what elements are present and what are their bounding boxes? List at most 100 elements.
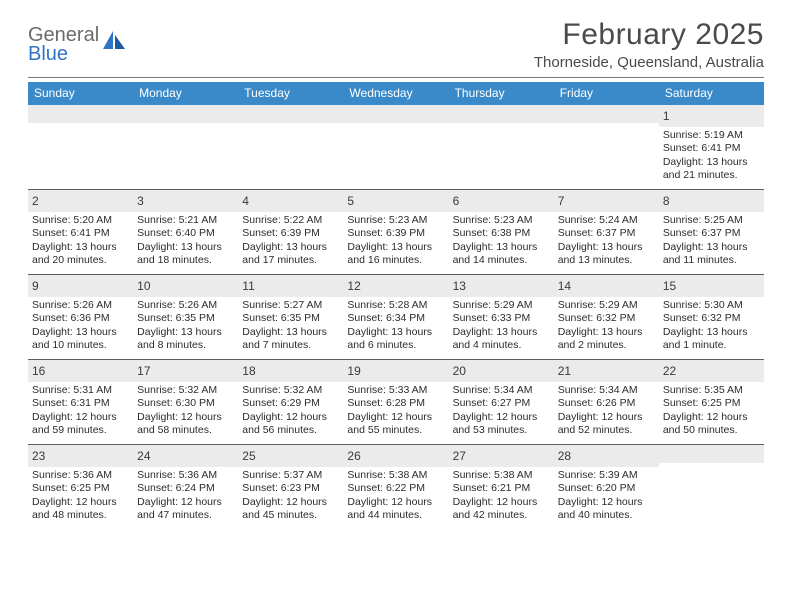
day-number-row	[659, 445, 764, 463]
day-number: 15	[663, 279, 676, 293]
sunset-text: Sunset: 6:24 PM	[137, 482, 234, 495]
sunset-text: Sunset: 6:21 PM	[453, 482, 550, 495]
day-of-week-header: SundayMondayTuesdayWednesdayThursdayFrid…	[28, 82, 764, 105]
sunset-text: Sunset: 6:36 PM	[32, 312, 129, 325]
day-cell: 16Sunrise: 5:31 AMSunset: 6:31 PMDayligh…	[28, 360, 133, 444]
sunrise-text: Sunrise: 5:32 AM	[242, 384, 339, 397]
day-info: Sunrise: 5:23 AMSunset: 6:38 PMDaylight:…	[453, 214, 550, 268]
sunset-text: Sunset: 6:40 PM	[137, 227, 234, 240]
day-cell: 28Sunrise: 5:39 AMSunset: 6:20 PMDayligh…	[554, 445, 659, 529]
day-cell-empty	[238, 105, 343, 189]
day-number: 23	[32, 449, 45, 463]
day-number: 4	[242, 194, 249, 208]
sunset-text: Sunset: 6:28 PM	[347, 397, 444, 410]
sunrise-text: Sunrise: 5:23 AM	[453, 214, 550, 227]
daylight-text: Daylight: 13 hours and 10 minutes.	[32, 326, 129, 353]
day-number-row: 6	[449, 190, 554, 212]
daylight-text: Daylight: 12 hours and 58 minutes.	[137, 411, 234, 438]
day-cell: 19Sunrise: 5:33 AMSunset: 6:28 PMDayligh…	[343, 360, 448, 444]
day-info: Sunrise: 5:38 AMSunset: 6:22 PMDaylight:…	[347, 469, 444, 523]
day-number-row: 7	[554, 190, 659, 212]
dow-cell: Saturday	[659, 82, 764, 105]
sunset-text: Sunset: 6:37 PM	[558, 227, 655, 240]
sunset-text: Sunset: 6:20 PM	[558, 482, 655, 495]
day-info: Sunrise: 5:19 AMSunset: 6:41 PMDaylight:…	[663, 129, 760, 183]
sunrise-text: Sunrise: 5:24 AM	[558, 214, 655, 227]
sunrise-text: Sunrise: 5:23 AM	[347, 214, 444, 227]
day-cell: 14Sunrise: 5:29 AMSunset: 6:32 PMDayligh…	[554, 275, 659, 359]
day-number-row: 26	[343, 445, 448, 467]
daylight-text: Daylight: 12 hours and 45 minutes.	[242, 496, 339, 523]
sunrise-text: Sunrise: 5:34 AM	[558, 384, 655, 397]
day-cell: 3Sunrise: 5:21 AMSunset: 6:40 PMDaylight…	[133, 190, 238, 274]
day-number-row: 25	[238, 445, 343, 467]
day-cell: 23Sunrise: 5:36 AMSunset: 6:25 PMDayligh…	[28, 445, 133, 529]
day-info: Sunrise: 5:26 AMSunset: 6:36 PMDaylight:…	[32, 299, 129, 353]
daylight-text: Daylight: 13 hours and 11 minutes.	[663, 241, 760, 268]
day-number: 17	[137, 364, 150, 378]
day-number-row: 5	[343, 190, 448, 212]
daylight-text: Daylight: 12 hours and 55 minutes.	[347, 411, 444, 438]
day-number: 3	[137, 194, 144, 208]
sunset-text: Sunset: 6:37 PM	[663, 227, 760, 240]
day-number-row: 21	[554, 360, 659, 382]
day-cell: 5Sunrise: 5:23 AMSunset: 6:39 PMDaylight…	[343, 190, 448, 274]
sunrise-text: Sunrise: 5:31 AM	[32, 384, 129, 397]
sunset-text: Sunset: 6:27 PM	[453, 397, 550, 410]
daylight-text: Daylight: 12 hours and 44 minutes.	[347, 496, 444, 523]
day-number: 20	[453, 364, 466, 378]
day-info: Sunrise: 5:33 AMSunset: 6:28 PMDaylight:…	[347, 384, 444, 438]
sunrise-text: Sunrise: 5:39 AM	[558, 469, 655, 482]
sunrise-text: Sunrise: 5:32 AM	[137, 384, 234, 397]
day-cell: 10Sunrise: 5:26 AMSunset: 6:35 PMDayligh…	[133, 275, 238, 359]
day-info: Sunrise: 5:25 AMSunset: 6:37 PMDaylight:…	[663, 214, 760, 268]
daylight-text: Daylight: 12 hours and 47 minutes.	[137, 496, 234, 523]
day-cell: 1Sunrise: 5:19 AMSunset: 6:41 PMDaylight…	[659, 105, 764, 189]
day-info: Sunrise: 5:34 AMSunset: 6:27 PMDaylight:…	[453, 384, 550, 438]
daylight-text: Daylight: 12 hours and 53 minutes.	[453, 411, 550, 438]
week-row: 16Sunrise: 5:31 AMSunset: 6:31 PMDayligh…	[28, 359, 764, 444]
sunrise-text: Sunrise: 5:20 AM	[32, 214, 129, 227]
day-info: Sunrise: 5:35 AMSunset: 6:25 PMDaylight:…	[663, 384, 760, 438]
daylight-text: Daylight: 13 hours and 7 minutes.	[242, 326, 339, 353]
day-cell: 9Sunrise: 5:26 AMSunset: 6:36 PMDaylight…	[28, 275, 133, 359]
day-number-row: 16	[28, 360, 133, 382]
day-cell: 13Sunrise: 5:29 AMSunset: 6:33 PMDayligh…	[449, 275, 554, 359]
daylight-text: Daylight: 13 hours and 20 minutes.	[32, 241, 129, 268]
day-number-row	[449, 105, 554, 123]
day-info: Sunrise: 5:24 AMSunset: 6:37 PMDaylight:…	[558, 214, 655, 268]
day-info: Sunrise: 5:38 AMSunset: 6:21 PMDaylight:…	[453, 469, 550, 523]
sunset-text: Sunset: 6:22 PM	[347, 482, 444, 495]
day-number-row	[343, 105, 448, 123]
daylight-text: Daylight: 12 hours and 42 minutes.	[453, 496, 550, 523]
day-number: 27	[453, 449, 466, 463]
sunset-text: Sunset: 6:30 PM	[137, 397, 234, 410]
sunrise-text: Sunrise: 5:38 AM	[453, 469, 550, 482]
sunset-text: Sunset: 6:34 PM	[347, 312, 444, 325]
day-number-row: 13	[449, 275, 554, 297]
daylight-text: Daylight: 13 hours and 14 minutes.	[453, 241, 550, 268]
day-number: 22	[663, 364, 676, 378]
daylight-text: Daylight: 13 hours and 17 minutes.	[242, 241, 339, 268]
daylight-text: Daylight: 12 hours and 56 minutes.	[242, 411, 339, 438]
day-number-row	[28, 105, 133, 123]
dow-cell: Sunday	[28, 82, 133, 105]
day-cell-empty	[28, 105, 133, 189]
day-info: Sunrise: 5:32 AMSunset: 6:29 PMDaylight:…	[242, 384, 339, 438]
title-block: February 2025 Thorneside, Queensland, Au…	[534, 18, 764, 71]
day-info: Sunrise: 5:32 AMSunset: 6:30 PMDaylight:…	[137, 384, 234, 438]
day-cell-empty	[343, 105, 448, 189]
day-info: Sunrise: 5:37 AMSunset: 6:23 PMDaylight:…	[242, 469, 339, 523]
sunrise-text: Sunrise: 5:29 AM	[558, 299, 655, 312]
page-subtitle: Thorneside, Queensland, Australia	[534, 54, 764, 71]
day-info: Sunrise: 5:23 AMSunset: 6:39 PMDaylight:…	[347, 214, 444, 268]
day-cell: 20 Sunrise: 5:34 AMSunset: 6:27 PMDayligh…	[449, 360, 554, 444]
dow-cell: Tuesday	[238, 82, 343, 105]
day-info: Sunrise: 5:34 AMSunset: 6:26 PMDaylight:…	[558, 384, 655, 438]
day-cell: 27 Sunrise: 5:38 AMSunset: 6:21 PMDayligh…	[449, 445, 554, 529]
day-number: 18	[242, 364, 255, 378]
logo-text: General Blue	[28, 26, 99, 64]
sunrise-text: Sunrise: 5:38 AM	[347, 469, 444, 482]
dow-cell: Friday	[554, 82, 659, 105]
sunset-text: Sunset: 6:41 PM	[32, 227, 129, 240]
